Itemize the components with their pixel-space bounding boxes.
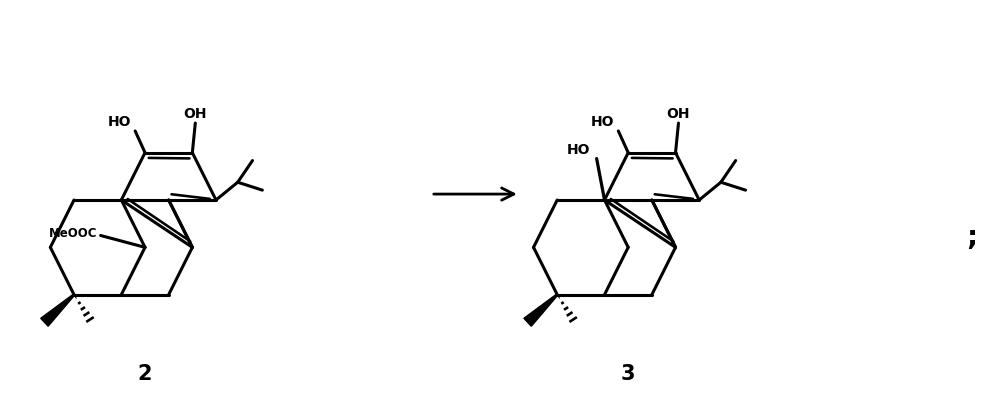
Text: ;: ; bbox=[966, 225, 977, 253]
Text: HO: HO bbox=[591, 115, 614, 129]
Text: MeOOC: MeOOC bbox=[49, 227, 98, 240]
Text: HO: HO bbox=[567, 142, 591, 156]
Polygon shape bbox=[524, 294, 558, 326]
Text: 2: 2 bbox=[138, 363, 152, 383]
Text: HO: HO bbox=[108, 115, 131, 129]
Text: 3: 3 bbox=[621, 363, 635, 383]
Text: OH: OH bbox=[184, 107, 207, 121]
Text: OH: OH bbox=[667, 107, 690, 121]
Polygon shape bbox=[41, 294, 75, 326]
